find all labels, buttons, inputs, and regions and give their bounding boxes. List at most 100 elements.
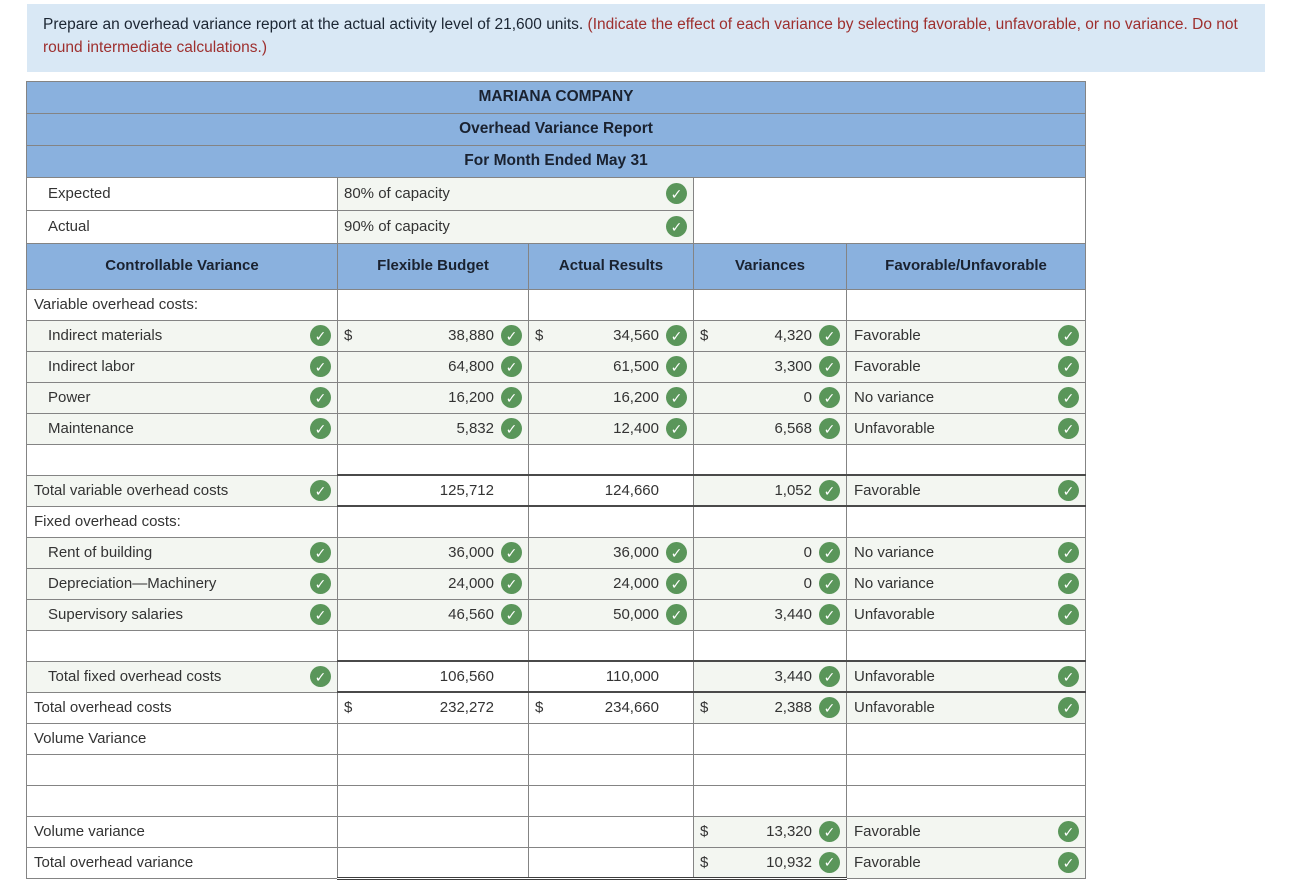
check-circle-icon [666, 216, 687, 237]
actual-results-cell[interactable]: 12,400 [528, 412, 694, 445]
empty-cell [528, 443, 694, 476]
favorability-label: Favorable [854, 358, 921, 375]
table-row [26, 443, 1087, 476]
flexible-budget-total-cell: 125,712 [337, 474, 529, 507]
check-placeholder [501, 697, 522, 718]
variances-cell[interactable]: 0 [693, 536, 847, 569]
empty-cell [845, 288, 1087, 321]
table-header-row: Controllable Variance Flexible Budget Ac… [26, 242, 1087, 290]
table-row: Volume variance $13,320 Favorable [26, 815, 1087, 848]
amount-value: 12,400 [613, 420, 659, 437]
flexible-budget-cell[interactable]: 24,000 [337, 567, 529, 600]
actual-results-cell[interactable]: 61,500 [528, 350, 694, 383]
account-cell[interactable]: Supervisory salaries [26, 598, 338, 631]
amount-value: 61,500 [613, 358, 659, 375]
table-row: Indirect labor 64,800 61,500 3,300 Favor… [26, 350, 1087, 383]
favorability-label: No variance [854, 544, 935, 561]
favorability-cell[interactable]: No variance [845, 536, 1087, 569]
flexible-budget-cell[interactable]: 16,200 [337, 381, 529, 414]
variances-cell[interactable]: 0 [693, 381, 847, 414]
actual-capacity-cell[interactable]: 90% of capacity [337, 209, 694, 244]
actual-results-cell[interactable]: 36,000 [528, 536, 694, 569]
favorability-cell[interactable]: Favorable [845, 319, 1087, 352]
variances-cell[interactable]: $2,388 [693, 691, 847, 724]
variances-cell[interactable]: 3,300 [693, 350, 847, 383]
variances-cell[interactable]: $13,320 [693, 815, 847, 848]
check-circle-icon [819, 325, 840, 346]
variances-cell[interactable]: 6,568 [693, 412, 847, 445]
flexible-budget-cell[interactable]: 46,560 [337, 598, 529, 631]
empty-cell [528, 722, 694, 755]
account-cell[interactable]: Rent of building [26, 536, 338, 569]
empty-cell [845, 784, 1087, 817]
amount-value: 5,832 [456, 420, 494, 437]
flexible-budget-cell[interactable]: 5,832 [337, 412, 529, 445]
amount-value: 0 [803, 389, 812, 406]
account-cell[interactable]: Indirect materials [26, 319, 338, 352]
flexible-budget-cell[interactable]: $38,880 [337, 319, 529, 352]
empty-cell [693, 784, 847, 817]
favorability-label: Favorable [854, 482, 921, 499]
variances-cell[interactable]: $10,932 [693, 846, 847, 880]
total-label-cell[interactable]: Total fixed overhead costs [26, 660, 338, 693]
table-row [26, 629, 1087, 662]
favorability-cell[interactable]: Favorable [845, 815, 1087, 848]
column-header-actual-results: Actual Results [528, 242, 694, 290]
empty-cell [845, 629, 1087, 662]
check-circle-icon [501, 387, 522, 408]
favorability-label: Unfavorable [854, 668, 935, 685]
check-circle-icon [819, 573, 840, 594]
account-cell[interactable]: Indirect labor [26, 350, 338, 383]
check-circle-icon [819, 418, 840, 439]
empty-cell [528, 629, 694, 662]
table-row: Maintenance 5,832 12,400 6,568 Unfavorab… [26, 412, 1087, 445]
favorability-cell[interactable]: Unfavorable [845, 598, 1087, 631]
total-label-cell[interactable]: Total variable overhead costs [26, 474, 338, 507]
expected-capacity-cell[interactable]: 80% of capacity [337, 176, 694, 211]
empty-cell [845, 443, 1087, 476]
empty-cell [693, 505, 847, 538]
variances-cell[interactable]: 3,440 [693, 598, 847, 631]
check-circle-icon [1058, 418, 1080, 439]
actual-results-cell[interactable]: 24,000 [528, 567, 694, 600]
variances-cell[interactable]: 3,440 [693, 660, 847, 693]
amount-value: 13,320 [766, 823, 812, 840]
check-circle-icon [1058, 480, 1080, 501]
favorability-cell[interactable]: Favorable [845, 350, 1087, 383]
actual-results-cell[interactable]: 16,200 [528, 381, 694, 414]
account-cell[interactable]: Power [26, 381, 338, 414]
empty-cell [337, 722, 529, 755]
table-row: MARIANA COMPANY [25, 80, 1087, 114]
favorability-cell[interactable]: Unfavorable [845, 412, 1087, 445]
table-row: Rent of building 36,000 36,000 0 No vari… [26, 536, 1087, 569]
column-header-favorable-unfavorable: Favorable/Unfavorable [845, 242, 1087, 290]
check-circle-icon [819, 821, 840, 842]
flexible-budget-cell[interactable]: 36,000 [337, 536, 529, 569]
variances-cell[interactable]: 0 [693, 567, 847, 600]
variances-cell[interactable]: $4,320 [693, 319, 847, 352]
account-label: Indirect labor [48, 358, 135, 375]
empty-cell [528, 753, 694, 786]
empty-cell [337, 815, 529, 848]
report-title: Overhead Variance Report [25, 112, 1087, 146]
table-row: Total overhead variance $10,932 Favorabl… [26, 846, 1087, 880]
favorability-cell[interactable]: Favorable [845, 846, 1087, 879]
account-cell[interactable]: Maintenance [26, 412, 338, 445]
check-circle-icon [666, 325, 687, 346]
account-cell[interactable]: Depreciation—Machinery [26, 567, 338, 600]
actual-label: Actual [26, 209, 338, 244]
favorability-cell[interactable]: No variance [845, 381, 1087, 414]
variances-cell[interactable]: 1,052 [693, 474, 847, 507]
favorability-cell[interactable]: Unfavorable [845, 660, 1087, 693]
empty-cell [26, 629, 338, 662]
actual-results-cell[interactable]: 50,000 [528, 598, 694, 631]
empty-cell [337, 629, 529, 662]
favorability-cell[interactable]: Favorable [845, 474, 1087, 507]
check-placeholder [666, 666, 687, 687]
table-row [26, 753, 1087, 786]
favorability-cell[interactable]: Unfavorable [845, 691, 1087, 724]
account-label: Power [48, 389, 91, 406]
actual-results-cell[interactable]: $34,560 [528, 319, 694, 352]
flexible-budget-cell[interactable]: 64,800 [337, 350, 529, 383]
favorability-cell[interactable]: No variance [845, 567, 1087, 600]
